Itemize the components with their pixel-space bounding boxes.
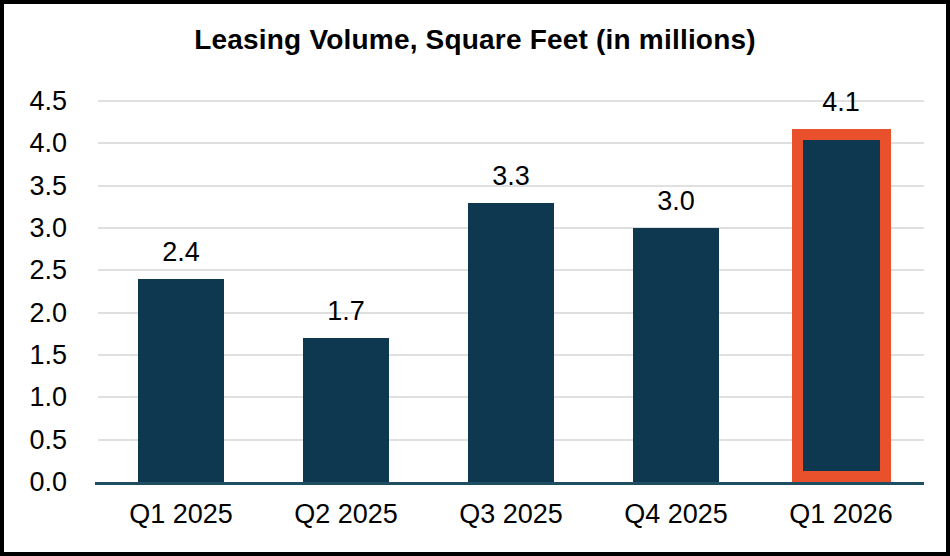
y-axis-tick-label: 0.5 <box>29 425 67 455</box>
bar-value-label: 1.7 <box>286 297 406 325</box>
x-axis-category-label: Q3 2025 <box>429 499 593 529</box>
bar <box>468 203 554 482</box>
bar <box>138 279 224 482</box>
y-axis-tick-label: 0.0 <box>29 467 67 497</box>
bar-value-label: 3.0 <box>616 187 736 215</box>
x-axis-line <box>95 482 924 485</box>
plot-area: 0.00.51.01.52.02.53.03.54.04.52.4Q1 2025… <box>98 101 924 482</box>
y-axis-tick-label: 4.0 <box>29 128 67 158</box>
highlighted-bar <box>792 129 891 482</box>
y-axis-tick-label: 3.0 <box>29 213 67 243</box>
chart-title: Leasing Volume, Square Feet (in millions… <box>4 24 946 56</box>
y-axis-tick-label: 3.5 <box>29 171 67 201</box>
bar-value-label: 2.4 <box>121 238 241 266</box>
y-axis-tick-label: 2.0 <box>29 298 67 328</box>
y-axis-tick-label: 4.5 <box>29 86 67 116</box>
bar-value-label: 3.3 <box>451 162 571 190</box>
bar <box>303 338 389 482</box>
y-axis-tick-label: 1.0 <box>29 382 67 412</box>
y-axis-tick-label: 2.5 <box>29 255 67 285</box>
leasing-volume-chart: Leasing Volume, Square Feet (in millions… <box>0 0 950 556</box>
y-axis-tick-label: 1.5 <box>29 340 67 370</box>
bar <box>633 228 719 482</box>
bar-value-label: 4.1 <box>781 88 901 116</box>
x-axis-category-label: Q2 2025 <box>264 499 428 529</box>
x-axis-category-label: Q4 2025 <box>594 499 758 529</box>
x-axis-category-label: Q1 2025 <box>99 499 263 529</box>
x-axis-category-label: Q1 2026 <box>759 499 923 529</box>
